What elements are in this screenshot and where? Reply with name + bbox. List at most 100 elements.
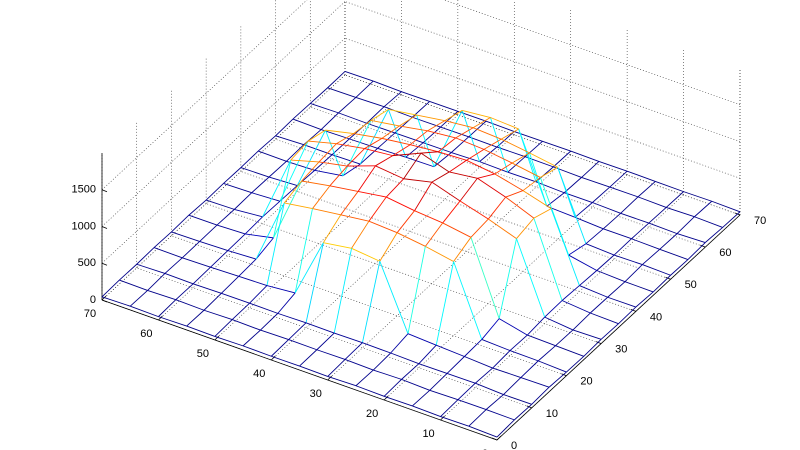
mesh-edge	[464, 339, 483, 357]
y-tick	[271, 355, 276, 361]
mesh-edge	[377, 132, 396, 149]
mesh-edge	[301, 180, 330, 187]
mesh-edge	[642, 248, 661, 265]
y-tick	[327, 375, 332, 381]
y-tick	[383, 395, 389, 401]
mesh-edge	[548, 371, 567, 388]
mesh-edge	[171, 231, 200, 242]
mesh-edge	[275, 135, 304, 146]
mesh-edge	[659, 248, 689, 260]
x-tick	[595, 341, 602, 344]
mesh-edge	[598, 161, 628, 172]
mesh-edge	[221, 292, 250, 304]
y-tick-label: 60	[140, 328, 152, 340]
mesh-edge	[164, 273, 194, 285]
mesh-edge	[429, 100, 459, 112]
mesh-edge	[307, 129, 326, 142]
y-tick-label: 20	[366, 408, 378, 420]
mesh-edge	[344, 359, 374, 371]
mesh-edge	[262, 159, 292, 218]
mesh-edge	[273, 180, 303, 239]
mesh-edge	[370, 119, 400, 127]
mesh-edge	[446, 356, 465, 374]
mesh-edge	[349, 138, 378, 149]
mesh-edge	[431, 181, 461, 202]
mesh-edge	[507, 171, 537, 183]
mesh-edge	[292, 103, 311, 120]
mesh-edge	[272, 159, 292, 238]
mesh-edge	[327, 71, 346, 89]
y-tick	[158, 315, 163, 321]
mesh-edge	[451, 152, 480, 163]
mesh-edge	[544, 316, 574, 331]
mesh-edge	[485, 120, 515, 132]
mesh-edge	[383, 379, 402, 397]
mesh-edge	[494, 162, 513, 175]
mesh-edge	[372, 352, 391, 371]
mesh-edge	[232, 319, 261, 331]
mesh-edge	[357, 191, 387, 198]
mesh-edge	[279, 140, 309, 202]
mesh-edge	[268, 176, 298, 186]
mesh-edge	[405, 142, 424, 158]
mesh-edge	[564, 192, 593, 203]
mesh-edge	[592, 186, 611, 203]
mesh-edge	[249, 285, 268, 304]
wall-grid-line	[344, 37, 741, 179]
mesh-edge	[429, 389, 459, 401]
mesh-edge	[514, 131, 543, 142]
mesh-edge	[227, 250, 257, 260]
mesh-edge	[609, 186, 639, 198]
mesh-edge	[487, 196, 506, 220]
mesh-edge	[422, 126, 441, 143]
mesh-edge	[262, 200, 281, 218]
mesh-edge	[509, 350, 539, 362]
mesh-edge	[392, 144, 411, 157]
mesh-edge	[136, 263, 166, 274]
mesh-edge	[527, 316, 546, 336]
mesh-edge	[305, 242, 324, 323]
mesh-edge	[377, 147, 406, 158]
mesh-edge	[403, 152, 422, 180]
mesh-edge	[379, 261, 409, 334]
floor-grid-line	[275, 139, 671, 280]
mesh-edge	[535, 166, 554, 183]
x-tick-label: 40	[650, 311, 662, 323]
mesh-edge	[433, 110, 463, 167]
mesh-edge	[464, 356, 493, 369]
wall-grid-line	[101, 74, 346, 301]
mesh-edge	[383, 91, 402, 108]
mesh-edge	[574, 216, 604, 230]
mesh-edge	[245, 233, 274, 239]
mesh-edge	[505, 190, 524, 198]
x-tick-label: 70	[754, 215, 766, 227]
mesh-edge	[635, 291, 654, 308]
mesh-edge	[279, 185, 298, 202]
mesh-edge	[390, 333, 409, 354]
mesh-edge	[496, 131, 515, 148]
mesh-edge	[277, 292, 296, 314]
mesh-edge	[501, 128, 519, 140]
mesh-edge	[431, 171, 450, 183]
mesh-edge	[344, 342, 363, 360]
mesh-edge	[613, 238, 632, 256]
mesh-edge	[418, 344, 437, 364]
mesh-edge	[147, 273, 166, 291]
mesh-edge	[468, 136, 498, 148]
mesh-edge	[542, 140, 571, 152]
mesh-edge	[386, 196, 415, 212]
mesh-edge	[364, 148, 393, 157]
mesh-edge	[171, 214, 190, 233]
mesh-edge	[414, 181, 433, 211]
mesh-edge	[475, 382, 504, 395]
mesh-edge	[572, 329, 602, 340]
mesh-edge	[329, 165, 348, 187]
mesh-edge	[351, 220, 370, 249]
mesh-edge	[296, 129, 326, 186]
z-tick-label: 1500	[72, 184, 96, 196]
floor-grid-line	[271, 134, 515, 361]
mesh-edge	[199, 241, 228, 251]
mesh-edge	[234, 192, 253, 210]
mesh-edge	[537, 345, 556, 362]
mesh-edge	[327, 359, 346, 377]
